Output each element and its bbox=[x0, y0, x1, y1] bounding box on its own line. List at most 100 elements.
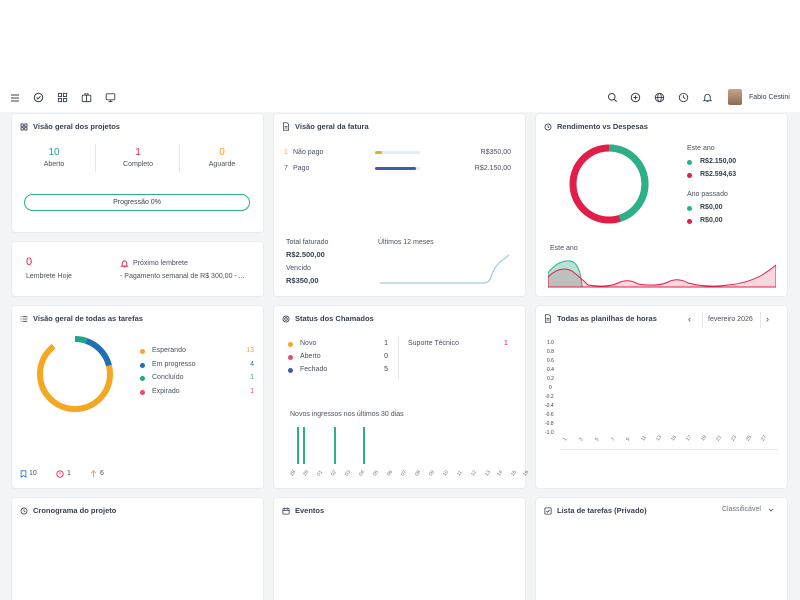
document-icon bbox=[545, 314, 551, 323]
day-tick: 05 bbox=[372, 469, 381, 478]
day-tick: 28 bbox=[289, 469, 298, 478]
day-tick: 09 bbox=[428, 469, 437, 478]
stat-waiting[interactable]: 0 Aguarde bbox=[180, 147, 264, 168]
x-tick: 7 bbox=[610, 436, 617, 443]
last-year-expense: R$0,00 bbox=[700, 217, 723, 224]
next-month-button[interactable]: › bbox=[766, 314, 769, 324]
sortable-toggle[interactable]: Classificável bbox=[722, 506, 761, 513]
invoice-fill bbox=[375, 151, 382, 154]
ticket-status-label: Novo bbox=[300, 340, 317, 347]
tasks-donut bbox=[37, 336, 113, 412]
day-tick: 13 bbox=[484, 469, 493, 478]
next-reminder-text[interactable]: - Pagamento semanal de R$ 300,00 - ... bbox=[120, 273, 245, 280]
x-tick: 11 bbox=[640, 434, 648, 443]
grid-icon[interactable] bbox=[57, 92, 68, 103]
stat-value: 0 bbox=[219, 147, 225, 158]
clock-icon[interactable] bbox=[678, 92, 689, 103]
avatar[interactable] bbox=[728, 89, 742, 105]
y-tick: 1.0 bbox=[547, 340, 554, 346]
card-title: Lista de tarefas (Privado) bbox=[557, 506, 647, 515]
clock-alert-icon bbox=[56, 470, 64, 478]
y-tick: -0.6 bbox=[545, 412, 554, 418]
today-count: 0 bbox=[26, 256, 33, 268]
arrow-up-icon bbox=[90, 470, 97, 478]
globe-icon[interactable] bbox=[654, 92, 665, 103]
total-value: R$2.500,00 bbox=[286, 250, 325, 259]
day-tick: 06 bbox=[386, 469, 395, 478]
briefcase-icon[interactable] bbox=[81, 92, 92, 103]
overdue-label: Vencido bbox=[286, 265, 311, 272]
invoice-count: 7 bbox=[284, 165, 288, 172]
x-tick: 1 bbox=[562, 436, 569, 443]
ticket-status-label: Aberto bbox=[300, 353, 321, 360]
menu-icon[interactable] bbox=[10, 93, 20, 103]
invoice-row-unpaid[interactable]: 1 Não pago R$350,00 bbox=[284, 149, 514, 159]
timesheets-chart: 1.0 0.8 0.6 0.4 0.2 0 -0.2 -0.4 -0.6 -0.… bbox=[536, 306, 787, 488]
task-status-count: 1 bbox=[250, 388, 254, 395]
document-icon bbox=[283, 122, 289, 131]
plus-circle-icon[interactable] bbox=[630, 92, 641, 103]
invoice-amount: R$350,00 bbox=[480, 149, 511, 156]
day-tick: 29 bbox=[302, 469, 311, 478]
invoice-amount: R$2.150,00 bbox=[474, 165, 511, 172]
chevron-down-icon[interactable] bbox=[768, 507, 774, 513]
prev-month-button[interactable]: ‹ bbox=[688, 314, 691, 324]
this-year-expense: R$2.594,63 bbox=[700, 171, 737, 178]
income-dot bbox=[687, 160, 692, 165]
task-status-count: 1 bbox=[250, 374, 254, 381]
tasks-overview-card: Visão geral de todas as tarefas Esperand… bbox=[12, 306, 263, 488]
grid-icon bbox=[20, 123, 28, 130]
invoice-fill bbox=[375, 167, 416, 170]
day-tick: 03 bbox=[344, 469, 353, 478]
day-tick: 08 bbox=[414, 469, 423, 478]
task-status-label: Em progresso bbox=[152, 361, 196, 368]
check-circle-icon[interactable] bbox=[33, 92, 44, 103]
user-name[interactable]: Fabio Cestini bbox=[749, 94, 790, 101]
stat-complete[interactable]: 1 Completo bbox=[96, 147, 180, 168]
stat-value: 10 bbox=[48, 147, 60, 158]
support-count: 1 bbox=[504, 340, 508, 347]
bell-icon[interactable] bbox=[702, 92, 713, 103]
footer-bookmark-count[interactable]: 10 bbox=[29, 470, 37, 477]
ticket-bar bbox=[297, 427, 299, 464]
card-title: Visão geral da fatura bbox=[295, 122, 369, 131]
day-tick: 14 bbox=[496, 469, 505, 478]
today-label: Lembrete Hoje bbox=[26, 273, 72, 280]
total-label: Total faturado bbox=[286, 239, 329, 246]
search-icon[interactable] bbox=[607, 92, 618, 103]
ticket-status-count: 0 bbox=[384, 353, 388, 360]
bell-icon bbox=[120, 260, 129, 268]
ticket-status-count: 5 bbox=[384, 366, 388, 373]
month-label: fevereiro 2026 bbox=[708, 316, 753, 323]
y-tick: -1.0 bbox=[545, 430, 554, 436]
footer-priority-count[interactable]: 6 bbox=[100, 470, 104, 477]
y-tick: -0.8 bbox=[545, 421, 554, 427]
y-tick: -0.2 bbox=[545, 394, 554, 400]
last-year-income: R$0,00 bbox=[700, 204, 723, 211]
card-title: Cronograma do projeto bbox=[33, 506, 117, 515]
monitor-icon[interactable] bbox=[105, 92, 116, 103]
footer-overdue-count[interactable]: 1 bbox=[67, 470, 71, 477]
x-tick: 21 bbox=[715, 434, 724, 443]
card-title: Todas as planilhas de horas bbox=[557, 314, 657, 323]
ticket-status-label: Fechado bbox=[300, 366, 328, 373]
next-reminder-label: Próximo lembrete bbox=[133, 260, 188, 267]
card-title: Rendimento vs Despesas bbox=[557, 122, 648, 131]
x-tick: 15 bbox=[670, 434, 679, 443]
x-tick: 25 bbox=[745, 434, 754, 443]
this-year-label: Este ano bbox=[687, 145, 715, 152]
invoice-row-paid[interactable]: 7 Pago R$2.150,00 bbox=[284, 165, 514, 175]
stat-open[interactable]: 10 Aberto bbox=[12, 147, 96, 168]
income-dot bbox=[687, 206, 692, 211]
ticket-bar bbox=[363, 427, 365, 464]
events-card: Eventos bbox=[274, 498, 525, 600]
bookmark-icon bbox=[20, 470, 27, 478]
invoice-overview-card: Visão geral da fatura 1 Não pago R$350,0… bbox=[274, 114, 525, 296]
support-label[interactable]: Suporte Técnico bbox=[408, 340, 459, 347]
day-tick: 10 bbox=[442, 469, 451, 478]
invoice-label: Pago bbox=[293, 165, 310, 172]
card-title: Visão geral de todas as tarefas bbox=[33, 314, 143, 323]
invoice-count: 1 bbox=[284, 149, 288, 156]
clock-icon bbox=[20, 507, 28, 514]
stat-label: Aguarde bbox=[208, 161, 236, 168]
